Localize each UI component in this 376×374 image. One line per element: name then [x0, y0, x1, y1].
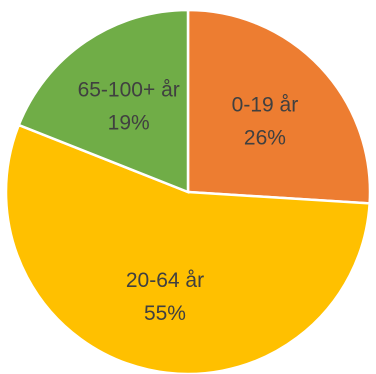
pie-slice-2 [17, 8, 190, 194]
pie-slices [4, 8, 372, 374]
slice-category-label: 20-64 år [126, 269, 204, 292]
slice-percent-label: 26% [244, 127, 286, 150]
slice-percent-label: 55% [144, 302, 186, 325]
pie-slice-1 [4, 123, 371, 374]
slice-category-label: 0-19 år [232, 94, 299, 117]
pie-slice-0 [186, 8, 372, 205]
slice-percent-label: 19% [108, 112, 150, 135]
pie-labels: 0-19 år 26% 20-64 år 55% 65-100+ år 19% [78, 79, 299, 325]
slice-category-label: 65-100+ år [78, 79, 180, 102]
